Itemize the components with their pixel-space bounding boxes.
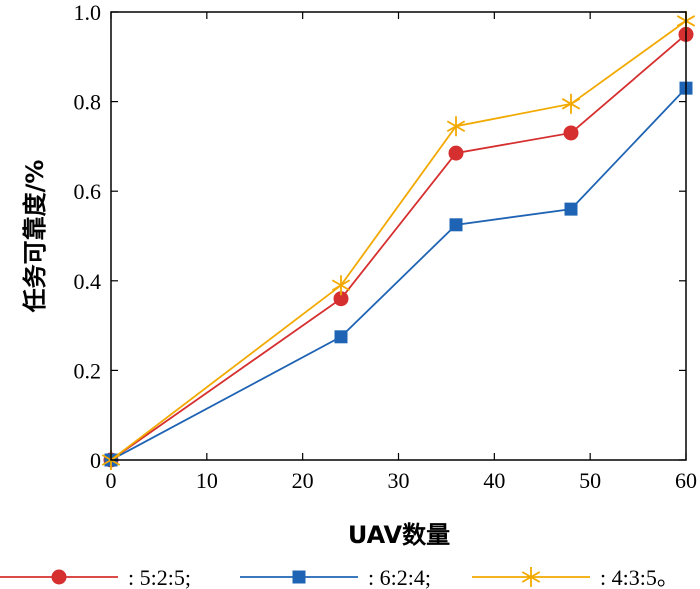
series-2 <box>104 81 693 467</box>
data-point <box>564 202 578 216</box>
series-line <box>110 20 687 461</box>
legend-item-1: : 5:2:5; <box>0 565 191 589</box>
x-tick-label: 30 <box>388 468 410 493</box>
x-tick-label: 0 <box>106 468 117 493</box>
plot-area <box>101 10 696 470</box>
x-tick-label: 40 <box>483 468 505 493</box>
y-tick-label: 0.4 <box>74 269 102 294</box>
marker-stroke <box>521 571 541 583</box>
y-tick-label: 0.2 <box>74 358 102 383</box>
legend: : 5:2:5; : 6:2:4; : 4:3:5。 <box>0 565 679 589</box>
legend-marker <box>292 570 306 584</box>
legend-item-3: : 4:3:5。 <box>472 565 679 589</box>
y-tick-label: 0 <box>90 448 101 473</box>
axes: 0 10 20 30 40 50 60 0 0.2 0.4 0.6 0.8 1.0 <box>74 0 698 493</box>
x-tick-label: 60 <box>675 468 697 493</box>
data-point <box>334 330 348 344</box>
x-tick-label: 50 <box>579 468 601 493</box>
data-point <box>561 93 581 114</box>
series-line <box>110 87 687 461</box>
legend-label: : 6:2:4; <box>368 565 431 589</box>
marker-stroke <box>331 279 351 292</box>
data-point <box>331 275 351 296</box>
marker-stroke <box>446 120 466 133</box>
series-line <box>110 33 687 461</box>
y-tick-label: 0.6 <box>74 179 102 204</box>
y-axis-title: 任务可靠度/% <box>21 160 49 314</box>
data-point <box>449 218 463 232</box>
x-tick-label: 20 <box>292 468 314 493</box>
y-tick-label: 0.8 <box>74 90 102 115</box>
data-point <box>448 145 464 161</box>
legend-label: : 5:2:5; <box>128 565 191 589</box>
x-tick-label: 10 <box>196 468 218 493</box>
x-axis-title: UAV数量 <box>348 521 450 549</box>
legend-item-2: : 6:2:4; <box>240 565 431 589</box>
series-1 <box>103 26 694 468</box>
series-3 <box>101 10 696 470</box>
legend-label: : 4:3:5。 <box>600 565 679 589</box>
data-point <box>446 116 466 137</box>
plot-frame <box>110 11 687 461</box>
marker-stroke <box>561 98 581 110</box>
y-tick-label: 1.0 <box>74 0 102 25</box>
data-point <box>563 125 579 141</box>
legend-marker <box>521 567 541 587</box>
legend-marker <box>51 569 67 585</box>
